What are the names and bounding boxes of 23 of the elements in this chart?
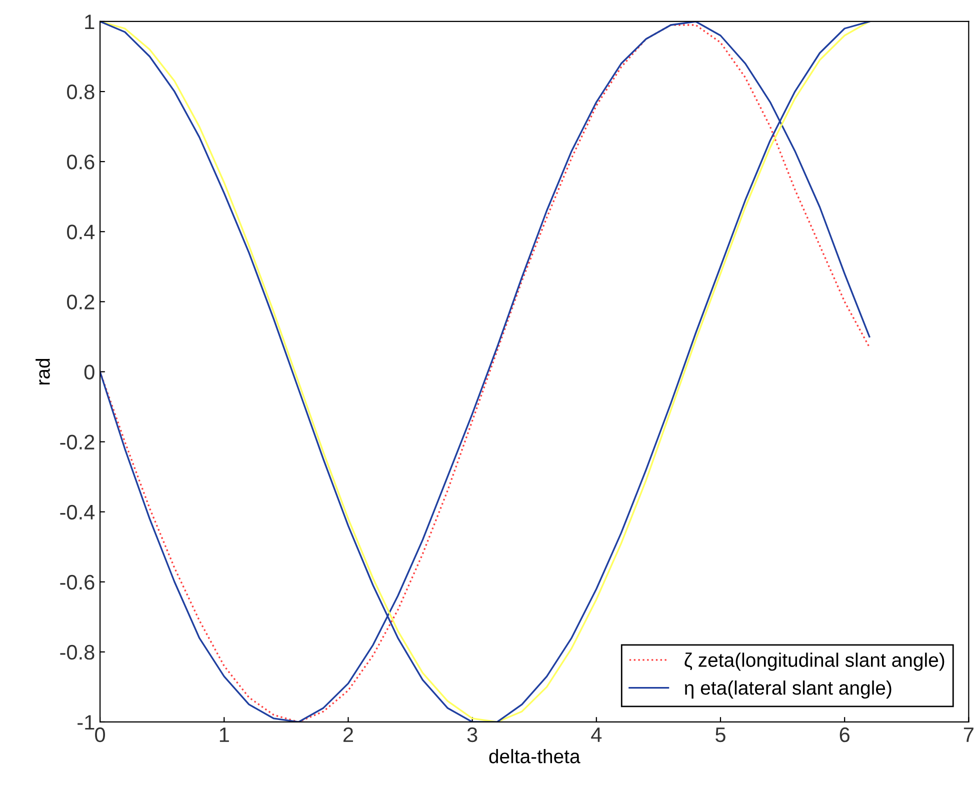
y-tick-label: -0.2 xyxy=(60,434,94,450)
y-axis-title: rad xyxy=(36,358,50,384)
x-tick-label: 1 xyxy=(220,728,229,742)
y-tick-label: 0.8 xyxy=(67,84,94,100)
y-tick-label: 0.2 xyxy=(67,294,94,310)
legend-label: ζ zeta(longitudinal slant angle) xyxy=(684,652,944,671)
x-tick-label: 5 xyxy=(716,728,726,742)
y-tick-label: 1 xyxy=(85,14,94,30)
y-tick-label: 0.4 xyxy=(67,224,95,240)
y-tick-label: -0.8 xyxy=(60,644,94,660)
x-tick-label: 2 xyxy=(343,727,353,742)
y-tick-label: 0.6 xyxy=(67,154,94,170)
y-tick-label: -0.6 xyxy=(60,574,94,590)
x-tick-label: 4 xyxy=(591,728,602,742)
x-tick-label: 6 xyxy=(840,727,850,742)
y-tick-label: -0.4 xyxy=(60,504,95,520)
y-tick-label: 0 xyxy=(84,364,94,380)
legend-label: η eta(lateral slant angle) xyxy=(684,680,892,699)
x-axis-title: delta-theta xyxy=(489,749,580,764)
x-tick-label: 0 xyxy=(95,727,106,742)
x-tick-label: 7 xyxy=(964,728,974,742)
y-tick-label: -1 xyxy=(78,715,94,730)
x-tick-label: 3 xyxy=(467,727,478,742)
